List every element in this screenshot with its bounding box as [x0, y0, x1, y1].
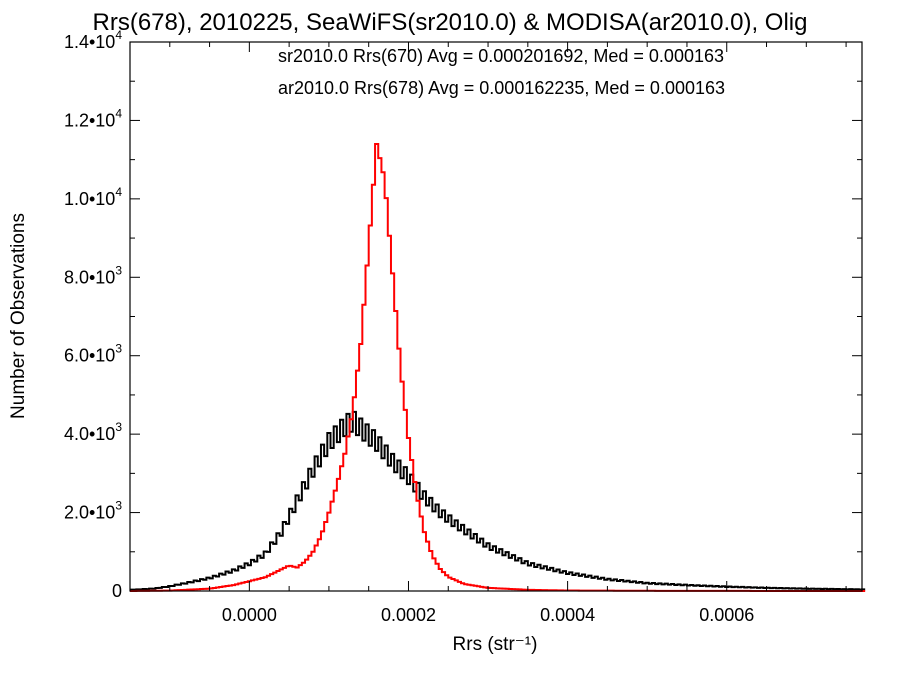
plot-frame: [129, 41, 863, 592]
x-tick-label: 0.0002: [381, 605, 436, 625]
chart-title: Rrs(678), 2010225, SeaWiFS(sr2010.0) & M…: [93, 9, 808, 36]
legend-entry-sr2010: sr2010.0 Rrs(670) Avg = 0.000201692, Med…: [278, 46, 724, 66]
y-tick-label: 8.0•103: [64, 263, 122, 287]
histogram-series-ar2010-0: [130, 142, 866, 592]
x-axis-label: Rrs (str⁻¹): [453, 634, 538, 655]
y-tick-label: 2.0•103: [64, 499, 122, 523]
y-tick-label: 1.2•104: [64, 106, 122, 130]
y-tick-label: 4.0•103: [64, 420, 122, 444]
legend-entry-ar2010: ar2010.0 Rrs(678) Avg = 0.000162235, Med…: [278, 78, 725, 98]
y-tick-label: 0: [112, 581, 122, 601]
x-tick-label: 0.0006: [699, 605, 754, 625]
y-tick-label: 1.4•104: [64, 28, 122, 52]
y-axis-label: Number of Observations: [8, 213, 29, 419]
chart-labels: Rrs(678), 2010225, SeaWiFS(sr2010.0) & M…: [8, 9, 807, 655]
x-tick-label: 0.0000: [222, 605, 277, 625]
plot-marks: [130, 142, 866, 592]
axes: 0.0000 0.0002 0.0004 0.0006 0 2.0•103 4.0•103 6…: [64, 28, 863, 625]
y-tick-label: 1.0•104: [64, 185, 122, 209]
histogram-series-sr2010-0: [130, 410, 866, 591]
y-tick-label: 6.0•103: [64, 342, 122, 366]
x-tick-label: 0.0004: [540, 605, 595, 625]
